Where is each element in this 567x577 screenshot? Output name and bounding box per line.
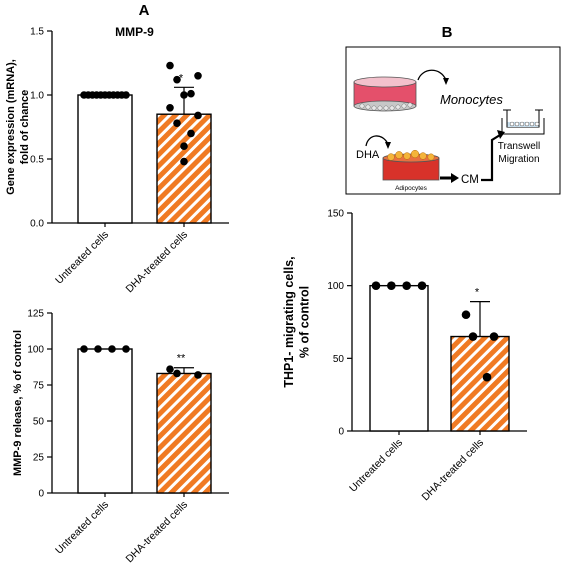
data-point bbox=[180, 142, 188, 150]
data-point bbox=[482, 372, 492, 382]
y-axis-label: fold of chance bbox=[19, 90, 31, 165]
chart-gene-expression: 0.0 0.5 1.0 1.5 MMP-9 Gene expression (mRNA),… bbox=[5, 25, 229, 295]
adipocytes-label: Adipocytes bbox=[395, 185, 428, 192]
y-tick-label: 25 bbox=[33, 453, 45, 464]
significance-marker: * bbox=[179, 72, 184, 84]
y-axis-label: THP1- migrating cells, bbox=[282, 256, 296, 387]
significance-marker: * bbox=[475, 287, 480, 299]
data-point bbox=[180, 157, 188, 166]
panel-label-a: A bbox=[139, 2, 150, 19]
data-point bbox=[187, 129, 195, 138]
monocyte-dish-icon bbox=[353, 76, 417, 112]
y-tick-label: 50 bbox=[333, 354, 345, 365]
data-point bbox=[108, 345, 116, 353]
migration-label: Migration bbox=[498, 154, 539, 165]
y-axis-label: % of control bbox=[298, 286, 312, 358]
transwell-insert-icon bbox=[501, 109, 545, 135]
curved-arrow-icon bbox=[417, 69, 447, 81]
data-point bbox=[371, 281, 381, 290]
monocytes-label: Monocytes bbox=[440, 92, 503, 107]
panel-label-b: B bbox=[442, 24, 453, 41]
dha-arrow-icon bbox=[365, 135, 389, 147]
data-point bbox=[166, 365, 174, 373]
y-axis-label: MMP-9 release, % of control bbox=[12, 330, 24, 476]
significance-marker: ** bbox=[177, 353, 186, 365]
data-point bbox=[387, 281, 396, 290]
y-tick-label: 1.0 bbox=[30, 91, 44, 102]
y-tick-label: 0.5 bbox=[30, 155, 44, 166]
data-point bbox=[173, 75, 181, 84]
data-point bbox=[194, 371, 202, 379]
y-tick-label: 150 bbox=[327, 209, 344, 220]
y-tick-label: 100 bbox=[27, 345, 44, 356]
data-point bbox=[122, 91, 130, 99]
y-tick-label: 75 bbox=[33, 381, 45, 392]
chart-thp1-migration: 0 50 100 150 THP1- migrating cells,% of cont… bbox=[282, 209, 527, 504]
y-tick-label: 100 bbox=[327, 281, 344, 292]
chart-title: MMP-9 bbox=[115, 25, 154, 39]
bar bbox=[369, 284, 429, 432]
transwell-arrowhead-icon bbox=[497, 130, 505, 139]
y-tick-label: 50 bbox=[33, 417, 45, 428]
category-label: DHA-treated cells bbox=[419, 437, 486, 504]
data-point bbox=[402, 281, 411, 290]
category-label: Untreated cells bbox=[347, 437, 405, 495]
schematic: Monocytes DHA Adipocytes CM bbox=[345, 46, 561, 195]
data-point bbox=[122, 345, 130, 353]
data-point bbox=[194, 111, 202, 120]
bar bbox=[156, 372, 212, 494]
schematic-frame bbox=[345, 46, 561, 195]
data-point bbox=[461, 310, 471, 320]
y-tick-label: 0.0 bbox=[30, 219, 44, 230]
dha-arrowhead-icon bbox=[385, 142, 391, 149]
data-point bbox=[94, 345, 102, 353]
data-point bbox=[489, 332, 499, 341]
y-tick-label: 0 bbox=[38, 489, 44, 500]
data-point bbox=[166, 104, 174, 112]
category-label: Untreated cells bbox=[53, 499, 111, 557]
data-point bbox=[173, 119, 181, 127]
y-axis-label: Gene expression (mRNA), bbox=[5, 59, 17, 195]
bar bbox=[156, 113, 212, 224]
bar bbox=[450, 335, 510, 432]
data-point bbox=[468, 332, 478, 341]
cm-label: CM bbox=[461, 174, 479, 186]
bar bbox=[77, 94, 133, 224]
data-point bbox=[417, 281, 427, 290]
data-point bbox=[187, 89, 195, 98]
y-tick-label: 0 bbox=[338, 427, 344, 438]
data-point bbox=[166, 61, 174, 70]
data-point bbox=[80, 345, 88, 353]
transwell-arrow-icon bbox=[481, 134, 501, 182]
category-label: DHA-treated cells bbox=[123, 499, 190, 566]
transwell-label: Transwell bbox=[498, 141, 540, 152]
data-point bbox=[180, 91, 188, 99]
bar bbox=[77, 348, 133, 494]
y-tick-label: 125 bbox=[27, 309, 44, 320]
category-label: DHA-treated cells bbox=[123, 229, 190, 296]
y-tick-label: 1.5 bbox=[30, 27, 44, 38]
cm-arrowhead-icon bbox=[451, 173, 459, 183]
data-point bbox=[194, 72, 202, 80]
data-point bbox=[173, 369, 181, 378]
category-label: Untreated cells bbox=[53, 229, 111, 287]
adipocyte-dish-icon bbox=[382, 149, 440, 181]
arrowhead-icon bbox=[443, 78, 449, 85]
dha-label: DHA bbox=[356, 149, 380, 161]
